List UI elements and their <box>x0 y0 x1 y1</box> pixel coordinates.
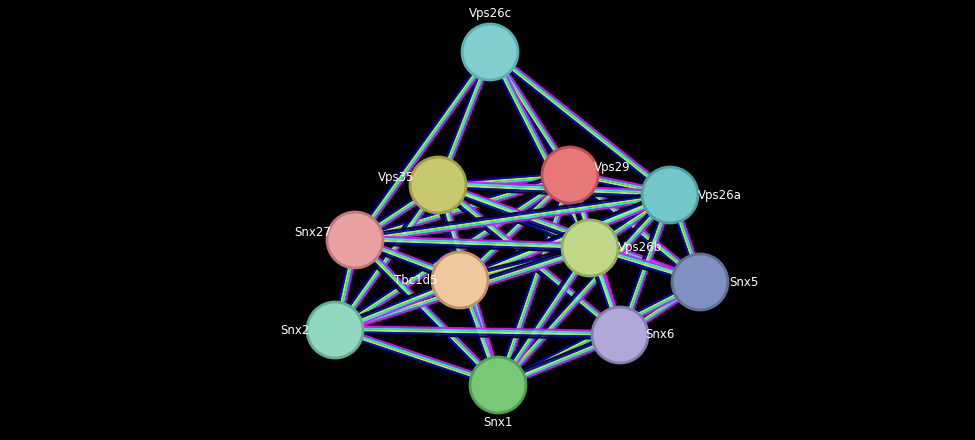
Circle shape <box>542 147 598 203</box>
Circle shape <box>562 220 618 276</box>
Text: Vps26b: Vps26b <box>618 242 662 254</box>
Text: Snx27: Snx27 <box>294 225 332 238</box>
Text: Snx5: Snx5 <box>729 275 759 289</box>
Circle shape <box>307 302 363 358</box>
Circle shape <box>462 24 518 80</box>
Circle shape <box>327 212 383 268</box>
Circle shape <box>432 252 488 308</box>
Text: Vps29: Vps29 <box>594 161 630 173</box>
Text: Snx2: Snx2 <box>281 323 310 337</box>
Text: Snx6: Snx6 <box>645 329 675 341</box>
Circle shape <box>642 167 698 223</box>
Circle shape <box>672 254 728 310</box>
Text: Vps26a: Vps26a <box>698 188 742 202</box>
Circle shape <box>470 357 526 413</box>
Text: Vps35: Vps35 <box>378 170 414 183</box>
Text: Vps26c: Vps26c <box>469 7 512 21</box>
Text: Snx1: Snx1 <box>484 417 513 429</box>
Text: Tbc1d5: Tbc1d5 <box>394 274 438 286</box>
Circle shape <box>410 157 466 213</box>
Circle shape <box>592 307 648 363</box>
